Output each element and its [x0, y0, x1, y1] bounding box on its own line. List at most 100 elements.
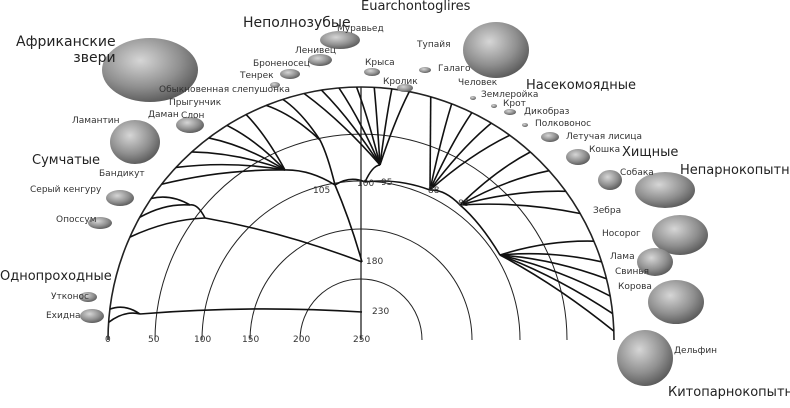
branch: [499, 254, 614, 315]
label-shrew: Землеройка: [481, 90, 539, 100]
label-manatee: Ламантин: [72, 116, 120, 126]
label-pig: Свинья: [615, 267, 650, 277]
branch: [499, 254, 611, 297]
label-dolphin: Дельфин: [674, 346, 718, 356]
label-llama: Лама: [610, 252, 635, 262]
node-age-95: 95: [381, 178, 393, 188]
branch: [139, 203, 191, 219]
branch: [499, 240, 594, 256]
branch: [429, 96, 432, 191]
brain-image: [566, 149, 590, 165]
label-cow: Корова: [618, 282, 652, 292]
branch: [189, 204, 206, 219]
branch: [320, 89, 381, 166]
group-xenarthra: Неполнозубые: [243, 15, 351, 31]
label-kangaroo: Серый кенгуру: [30, 185, 102, 195]
axis-tick-250: 250: [353, 335, 371, 345]
brain-image: [280, 69, 300, 79]
brain-image: [635, 172, 695, 208]
node-age-230: 230: [372, 307, 390, 317]
axis-tick-50: 50: [148, 335, 160, 345]
label-elephant-shrew: Прыгунчик: [169, 98, 222, 108]
label-human: Человек: [458, 78, 498, 88]
brain-image: [541, 132, 559, 142]
brain-image: [110, 120, 160, 164]
branch: [129, 217, 206, 238]
label-echidna: Ехидна: [46, 311, 81, 321]
brain-image: [397, 84, 413, 92]
brain-image: [522, 123, 528, 127]
node-age-100: 100: [357, 179, 375, 189]
label-dog: Собака: [620, 168, 654, 178]
brain-image: [470, 96, 476, 100]
branch: [284, 169, 336, 186]
branch: [429, 134, 511, 191]
brain-image: [88, 217, 112, 229]
branch: [334, 178, 366, 186]
axis-tick-100: 100: [194, 335, 212, 345]
branch: [459, 151, 531, 206]
branch: [191, 151, 286, 171]
label-tree-shrew: Тупайя: [417, 40, 451, 50]
node-age-85: 85: [458, 199, 470, 209]
branch: [175, 163, 286, 171]
brain-image: [80, 309, 104, 323]
label-flying-fox: Летучая лисица: [566, 132, 643, 142]
branch: [208, 137, 286, 171]
branch: [161, 169, 286, 186]
branch: [282, 98, 321, 141]
branch: [364, 180, 431, 191]
label-galago: Галаго: [438, 64, 471, 74]
branch: [459, 203, 581, 215]
brain-image: [419, 67, 431, 73]
group-euarchontoglires: Euarchontoglires: [361, 0, 471, 14]
branch: [429, 103, 453, 191]
node-age-180: 180: [366, 257, 384, 267]
branch: [459, 190, 566, 206]
label-bandicoot: Бандикут: [99, 169, 145, 179]
branch: [364, 164, 381, 183]
brain-image: [364, 68, 380, 76]
branch: [499, 252, 602, 263]
branch: [265, 104, 321, 141]
brain-image: [102, 38, 198, 102]
branch: [429, 112, 473, 191]
branch: [108, 312, 141, 323]
group-perissodactyla: Непарнокопытные: [680, 163, 790, 178]
branch: [139, 308, 363, 315]
brain-image: [598, 170, 622, 190]
branch: [459, 169, 550, 206]
branch: [459, 204, 501, 256]
brain-image: [79, 292, 97, 302]
label-tenrec: Тенрек: [240, 71, 274, 81]
brain-image: [320, 31, 360, 49]
label-mole: Крот: [503, 99, 526, 109]
brain-image: [270, 82, 280, 88]
label-horseshoe-bat: Полковонос: [535, 119, 592, 129]
branch: [151, 196, 191, 206]
brain-image: [637, 248, 673, 276]
branch: [429, 189, 461, 206]
label-porcupine: Дикобраз: [524, 107, 570, 117]
brain-image: [648, 280, 704, 324]
label-rabbit: Кролик: [383, 77, 418, 87]
branch: [338, 87, 381, 166]
branch: [204, 217, 363, 263]
label-golden-mole: Обыкновенная слепушонка: [159, 85, 290, 95]
brain-image: [504, 109, 516, 115]
branch: [355, 86, 381, 166]
label-rhino: Носорог: [602, 229, 641, 239]
label-sloth: Ленивец: [295, 46, 337, 56]
label-rat: Крыса: [365, 58, 395, 68]
group-marsupials: Сумчатые: [32, 153, 101, 168]
group-carnivores: Хищные: [622, 145, 679, 160]
branch: [109, 306, 141, 315]
label-armadillo: Броненосец: [253, 59, 310, 69]
axis-tick-200: 200: [293, 335, 311, 345]
branch: [373, 87, 381, 166]
branch: [429, 122, 492, 191]
brain-image: [106, 190, 134, 206]
label-platypus: Утконос: [51, 292, 90, 302]
branch: [319, 139, 336, 186]
